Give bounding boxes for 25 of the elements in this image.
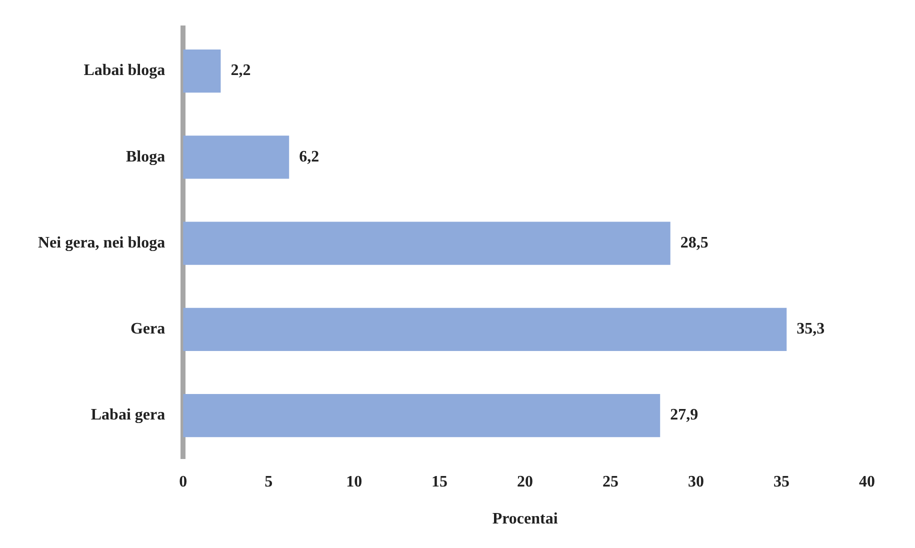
data-label: 6,2 [299, 148, 320, 166]
x-tick-label: 30 [688, 473, 704, 490]
y-tick-label: Nei gera, nei bloga [38, 234, 166, 252]
y-tick-label: Gera [130, 320, 166, 338]
bar [183, 222, 670, 265]
y-tick-label: Labai gera [90, 406, 166, 424]
x-tick-label: 5 [264, 473, 273, 490]
x-tick-label: 0 [179, 473, 188, 490]
bar [183, 50, 221, 93]
data-label: 28,5 [680, 234, 708, 252]
x-axis-title: Procentai [492, 510, 558, 528]
x-tick-label: 20 [517, 473, 534, 490]
bar [183, 308, 787, 351]
y-tick-label: Labai bloga [84, 62, 166, 80]
data-label: 35,3 [796, 320, 825, 338]
bar [183, 136, 290, 179]
x-tick-label: 15 [432, 473, 448, 490]
data-label: 2,2 [230, 62, 251, 80]
y-tick-label: Bloga [126, 148, 166, 166]
data-label: 27,9 [670, 406, 698, 424]
x-tick-label: 40 [859, 473, 875, 490]
bar [183, 394, 660, 438]
x-tick-label: 35 [774, 473, 790, 490]
x-tick-label: 10 [346, 473, 362, 490]
x-tick-label: 25 [602, 473, 619, 490]
